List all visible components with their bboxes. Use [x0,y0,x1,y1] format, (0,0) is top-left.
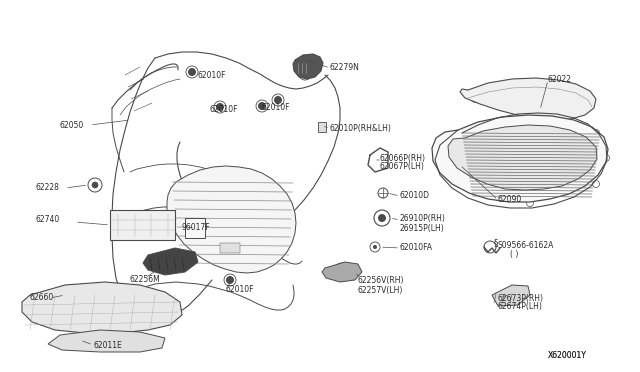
Text: 62010F: 62010F [210,106,239,115]
Text: X620001Y: X620001Y [548,350,587,359]
Text: §: § [493,238,499,247]
Polygon shape [492,285,530,306]
Text: 62022: 62022 [548,76,572,84]
Circle shape [258,102,266,110]
Text: 62010P(RH&LH): 62010P(RH&LH) [330,124,392,132]
Text: 62228: 62228 [35,183,59,192]
Polygon shape [185,218,205,238]
Text: S09566-6162A: S09566-6162A [498,241,554,250]
Text: 62674P(LH): 62674P(LH) [498,302,543,311]
Circle shape [378,214,386,222]
Circle shape [92,182,98,188]
Text: 62256V(RH): 62256V(RH) [358,276,404,285]
Polygon shape [220,243,240,253]
Text: 62050: 62050 [60,121,84,129]
Polygon shape [322,262,362,282]
Text: 62010F: 62010F [262,103,291,112]
Text: 62010F: 62010F [225,285,253,295]
Polygon shape [167,166,296,273]
Text: ( ): ( ) [510,250,518,260]
Text: 62256M: 62256M [130,276,161,285]
Text: 62257V(LH): 62257V(LH) [358,285,403,295]
Text: 26915P(LH): 26915P(LH) [400,224,445,232]
Text: 62660: 62660 [30,294,54,302]
Circle shape [301,70,309,78]
Polygon shape [448,125,597,190]
Circle shape [274,96,282,104]
Polygon shape [460,78,596,120]
Circle shape [188,68,196,76]
Text: 96017F: 96017F [182,222,211,231]
Text: 62010F: 62010F [198,71,227,80]
Text: 62066P(RH): 62066P(RH) [380,154,426,163]
Polygon shape [22,282,182,333]
Polygon shape [48,330,165,352]
Polygon shape [143,248,198,275]
Circle shape [373,245,377,249]
Text: X620001Y: X620001Y [548,350,587,359]
Text: 62011E: 62011E [93,340,122,350]
Circle shape [216,103,224,111]
Text: 62279N: 62279N [330,64,360,73]
Text: 62010D: 62010D [400,192,430,201]
Polygon shape [110,210,175,240]
Text: 62740: 62740 [35,215,60,224]
Circle shape [226,276,234,284]
Text: 62090: 62090 [498,196,522,205]
Polygon shape [432,115,608,202]
Text: 62067P(LH): 62067P(LH) [380,163,425,171]
Text: 62010FA: 62010FA [400,244,433,253]
Text: 62673P(RH): 62673P(RH) [498,294,544,302]
Text: 26910P(RH): 26910P(RH) [400,215,446,224]
Polygon shape [318,122,326,132]
Polygon shape [293,54,323,79]
